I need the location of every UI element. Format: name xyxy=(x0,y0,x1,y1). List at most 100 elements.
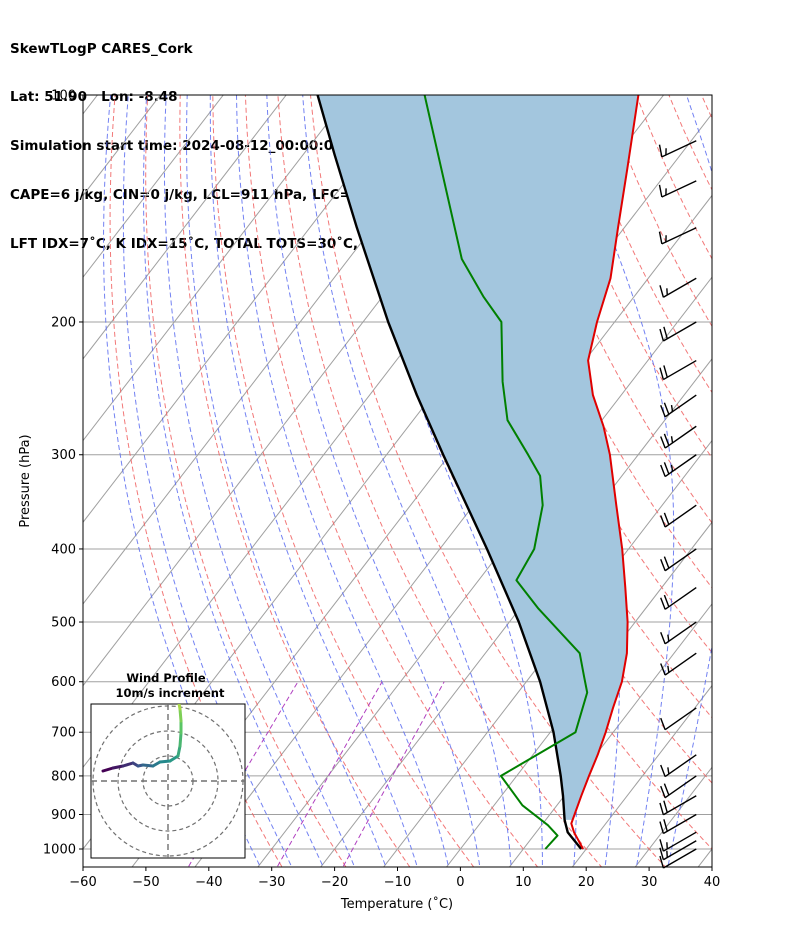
dry-adiabat xyxy=(309,95,667,867)
hodograph-segment xyxy=(101,766,115,773)
isotherm-line xyxy=(751,60,794,880)
hodograph-segment xyxy=(111,764,125,770)
wind-barb xyxy=(658,180,697,198)
isotherm-line xyxy=(320,358,712,867)
y-tick-label: 900 xyxy=(51,808,76,823)
wind-barb xyxy=(659,848,697,869)
temperature-line xyxy=(570,95,640,850)
isotherm-line xyxy=(634,766,712,867)
wind-barb xyxy=(659,840,697,861)
hodograph-inset: Wind Profile 10m/s increment xyxy=(90,671,246,859)
hodograph-segment xyxy=(178,707,183,723)
wind-barb xyxy=(660,621,697,645)
dry-adiabat xyxy=(109,95,283,867)
hodograph-title: Wind Profile xyxy=(126,671,206,685)
y-axis-label: Pressure (hPa) xyxy=(18,434,33,527)
dry-adiabat xyxy=(782,61,794,881)
dry-adiabat xyxy=(538,95,712,459)
wind-barb xyxy=(659,795,697,816)
moist-adiabat xyxy=(667,95,712,866)
x-tick-label: −50 xyxy=(132,875,159,890)
y-tick-label: 1000 xyxy=(43,843,76,858)
y-tick-label: 800 xyxy=(51,769,76,784)
y-tick-label: 300 xyxy=(51,448,76,463)
profile-lines xyxy=(316,95,640,850)
hodograph-segment xyxy=(178,731,183,748)
y-tick-label: 400 xyxy=(51,542,76,557)
header-line-station: SkewTLogP CARES_Cork xyxy=(10,40,193,57)
hodograph-segment xyxy=(158,759,172,764)
x-tick-label: −60 xyxy=(69,875,96,890)
wind-barb xyxy=(659,359,697,381)
moist-adiabat xyxy=(163,95,355,866)
isotherm-line xyxy=(508,603,712,867)
moist-adiabat xyxy=(209,95,418,866)
dry-adiabat xyxy=(700,95,712,120)
wind-barb xyxy=(660,754,697,778)
hodograph-subtitle: 10m/s increment xyxy=(116,686,225,700)
wind-barb xyxy=(658,140,697,158)
x-tick-label: 20 xyxy=(578,875,595,890)
y-tick-label: 600 xyxy=(51,675,76,690)
dry-adiabat xyxy=(179,95,411,867)
isotherm-line xyxy=(697,848,712,867)
moist-adiabat xyxy=(185,95,386,866)
wind-barb xyxy=(660,504,697,528)
wind-barb xyxy=(660,586,697,610)
wind-barb xyxy=(659,277,697,298)
hodograph-segment xyxy=(141,763,155,768)
x-tick-label: 30 xyxy=(641,875,658,890)
y-tick-label: 500 xyxy=(51,616,76,631)
isotherm-line xyxy=(445,521,712,867)
wind-barb xyxy=(660,425,697,449)
isotherm-line xyxy=(83,95,287,360)
x-tick-label: 0 xyxy=(456,875,464,890)
x-tick-label: −30 xyxy=(258,875,285,890)
dry-adiabat xyxy=(719,61,794,881)
axes: −60 −50 −40 −30 −20 −10 0 10 20 30 40 1000 900 800 700… xyxy=(43,89,720,891)
wind-barb xyxy=(658,227,697,245)
x-tick-label: −20 xyxy=(321,875,348,890)
hodograph-segment xyxy=(168,754,180,763)
wind-barb xyxy=(659,813,697,835)
x-tick-label: 10 xyxy=(515,875,532,890)
dewpoint-line xyxy=(423,95,589,850)
hodograph-segment xyxy=(121,761,135,768)
y-tick-label: 700 xyxy=(51,726,76,741)
moist-adiabat xyxy=(236,95,449,866)
moist-adiabat xyxy=(122,95,292,866)
hodograph-segment xyxy=(177,704,182,711)
mixing-ratio-line xyxy=(342,681,445,867)
dry-adiabat xyxy=(668,95,712,191)
moist-adiabat xyxy=(302,95,512,866)
parcel-profile-line xyxy=(316,95,583,850)
wind-barb xyxy=(660,548,697,572)
mixing-ratio-line xyxy=(276,681,383,867)
isotherm-line xyxy=(571,684,712,867)
cape-area xyxy=(317,95,639,820)
wind-barb xyxy=(660,394,697,418)
wind-barbs xyxy=(658,140,697,869)
hodograph-segment xyxy=(176,744,182,758)
isotherm-line xyxy=(83,95,350,442)
wind-barb xyxy=(660,707,697,731)
wind-barb xyxy=(660,775,697,799)
wind-barb xyxy=(659,321,697,342)
background-lines xyxy=(83,60,794,881)
moist-adiabat xyxy=(266,95,480,866)
moist-adiabat xyxy=(142,95,323,866)
dry-adiabat xyxy=(750,61,794,881)
x-tick-label: −40 xyxy=(195,875,222,890)
x-tick-label: 40 xyxy=(704,875,721,890)
dry-adiabat xyxy=(145,95,347,867)
dry-adiabat xyxy=(277,95,603,867)
dry-adiabat xyxy=(505,95,712,524)
isotherm-line xyxy=(383,439,712,867)
isotherm-line xyxy=(83,95,224,279)
wind-barb xyxy=(660,454,697,478)
hodograph-ring xyxy=(117,730,219,832)
y-tick-label: 100 xyxy=(51,89,76,104)
wind-barb xyxy=(660,652,697,676)
y-tick-label: 200 xyxy=(51,315,76,330)
